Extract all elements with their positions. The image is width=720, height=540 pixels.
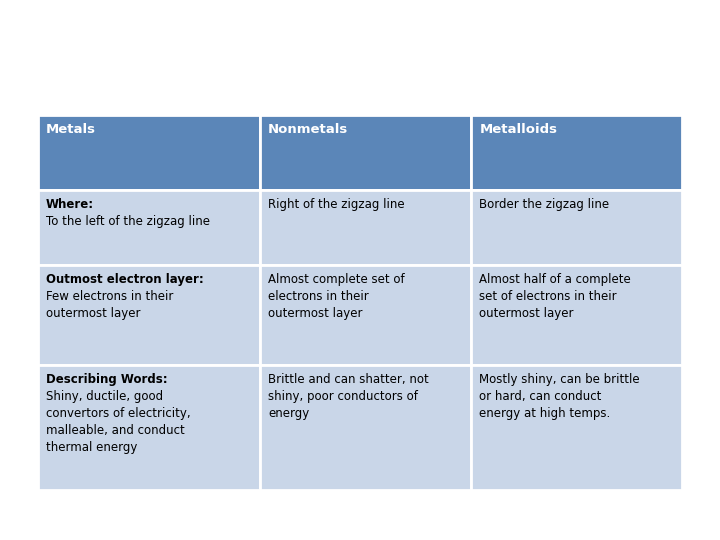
Text: malleable, and conduct: malleable, and conduct bbox=[46, 424, 185, 437]
Text: Where:: Where: bbox=[46, 198, 94, 211]
Bar bbox=[260, 115, 472, 190]
Text: energy at high temps.: energy at high temps. bbox=[480, 407, 611, 420]
Bar bbox=[260, 365, 472, 490]
Text: Few electrons in their: Few electrons in their bbox=[46, 290, 174, 303]
Text: outermost layer: outermost layer bbox=[268, 307, 363, 320]
Text: or hard, can conduct: or hard, can conduct bbox=[480, 390, 602, 403]
Text: energy: energy bbox=[268, 407, 310, 420]
Text: thermal energy: thermal energy bbox=[46, 442, 138, 455]
Text: Metalloids: Metalloids bbox=[480, 123, 557, 136]
Bar bbox=[260, 190, 472, 265]
Bar bbox=[260, 265, 472, 365]
Bar bbox=[472, 190, 682, 265]
Text: convertors of electricity,: convertors of electricity, bbox=[46, 407, 191, 420]
Text: set of electrons in their: set of electrons in their bbox=[480, 290, 617, 303]
Bar bbox=[38, 115, 260, 190]
Text: Mostly shiny, can be brittle: Mostly shiny, can be brittle bbox=[480, 373, 640, 386]
Text: Shiny, ductile, good: Shiny, ductile, good bbox=[46, 390, 163, 403]
Bar bbox=[38, 365, 260, 490]
Bar bbox=[472, 365, 682, 490]
Text: Almost half of a complete: Almost half of a complete bbox=[480, 273, 631, 286]
Bar bbox=[472, 265, 682, 365]
Text: outermost layer: outermost layer bbox=[480, 307, 574, 320]
Bar bbox=[472, 115, 682, 190]
Bar bbox=[38, 190, 260, 265]
Text: outermost layer: outermost layer bbox=[46, 307, 140, 320]
Text: Right of the zigzag line: Right of the zigzag line bbox=[268, 198, 405, 211]
Text: Border the zigzag line: Border the zigzag line bbox=[480, 198, 610, 211]
Text: Outmost electron layer:: Outmost electron layer: bbox=[46, 273, 204, 286]
Text: Brittle and can shatter, not: Brittle and can shatter, not bbox=[268, 373, 429, 386]
Text: electrons in their: electrons in their bbox=[268, 290, 369, 303]
Text: Describing Words:: Describing Words: bbox=[46, 373, 168, 386]
Text: Nonmetals: Nonmetals bbox=[268, 123, 348, 136]
Text: shiny, poor conductors of: shiny, poor conductors of bbox=[268, 390, 418, 403]
Bar bbox=[38, 265, 260, 365]
Text: Metals: Metals bbox=[46, 123, 96, 136]
Text: Almost complete set of: Almost complete set of bbox=[268, 273, 405, 286]
Text: To the left of the zigzag line: To the left of the zigzag line bbox=[46, 215, 210, 228]
